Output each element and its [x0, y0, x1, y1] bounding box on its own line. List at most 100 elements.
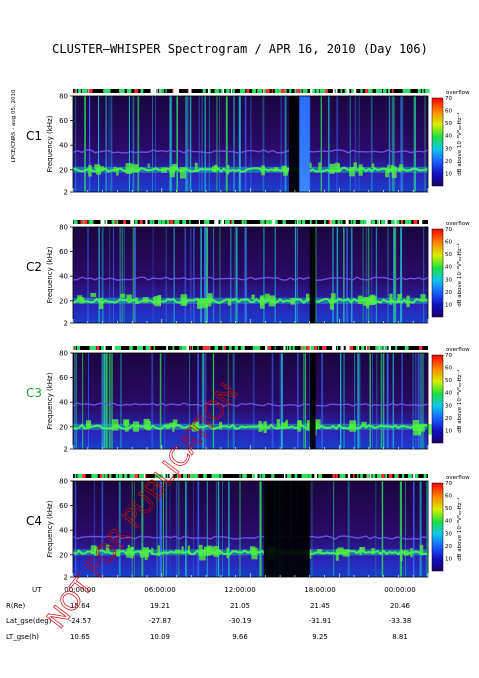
colorbar-tick-label: 20 [445, 416, 452, 422]
broadband-streak [109, 227, 111, 323]
status-segment [330, 220, 332, 224]
status-segment [337, 220, 340, 224]
emission-blob [127, 544, 130, 550]
panel-c2: 2 20 40 60 80 Frequency (kHz) C2 10 20 30 40 50 60 70… [26, 220, 470, 328]
status-segment [381, 220, 385, 224]
broadband-streak [362, 227, 364, 323]
status-segment [254, 474, 258, 478]
status-segment [117, 346, 122, 350]
broadband-streak [227, 353, 229, 449]
status-segment [302, 89, 306, 93]
status-segment [92, 346, 97, 350]
broadband-streak [225, 96, 228, 192]
status-segment [226, 89, 230, 93]
colorbar-tick-label: 10 [445, 171, 452, 177]
broadband-streak [271, 353, 274, 449]
broadband-streak [380, 353, 383, 449]
emission-blob [86, 423, 91, 429]
emission-blob [90, 292, 97, 298]
status-segment [220, 89, 223, 93]
broadband-streak [250, 96, 252, 192]
status-segment [105, 220, 108, 224]
broadband-streak [175, 481, 178, 577]
emission-blob [306, 293, 310, 302]
status-segment [162, 89, 164, 93]
status-segment [74, 89, 76, 93]
broadband-streak [376, 353, 378, 449]
y-tick-label: 60 [59, 248, 68, 256]
status-segment [106, 474, 108, 478]
broadband-streak [101, 481, 104, 577]
status-segment [254, 346, 259, 350]
status-segment [150, 89, 153, 93]
broadband-streak [393, 227, 396, 323]
emission-blob [227, 298, 232, 306]
broadband-streak [184, 227, 187, 323]
broadband-streak [104, 353, 106, 449]
status-segment [158, 220, 162, 224]
broadband-streak [400, 96, 402, 192]
orbit-value: -31.91 [309, 617, 332, 625]
status-segment [172, 346, 175, 350]
status-segment [239, 474, 241, 478]
broadband-streak [263, 227, 265, 323]
broadband-streak [132, 227, 135, 323]
status-segment [106, 89, 111, 93]
emission-blob [203, 298, 208, 309]
colorbar-overflow-label: overflow [446, 221, 470, 227]
broadband-streak [121, 227, 124, 323]
status-segment [115, 474, 119, 478]
status-segment [396, 474, 398, 478]
broadband-streak [108, 353, 111, 449]
status-segment [152, 89, 157, 93]
broadband-streak [159, 481, 161, 577]
broadband-streak [245, 227, 246, 323]
status-segment [229, 346, 232, 350]
status-segment [379, 346, 383, 350]
y-tick-label: 80 [59, 350, 68, 358]
status-segment [252, 89, 256, 93]
status-segment [214, 220, 219, 224]
status-segment [322, 89, 326, 93]
status-segment [345, 346, 350, 350]
colorbar-tick-label: 70 [445, 481, 452, 487]
emission-blob [391, 166, 397, 179]
status-segment [156, 89, 158, 93]
broadband-streak [369, 353, 371, 449]
status-segment [162, 474, 166, 478]
status-segment [166, 346, 168, 350]
status-segment [82, 89, 86, 93]
broadband-streak [280, 96, 283, 192]
status-segment [367, 346, 369, 350]
emission-blob [261, 165, 265, 176]
emission-blob [360, 547, 366, 552]
emission-blob [427, 424, 435, 435]
status-segment [108, 474, 111, 478]
emission-blob [90, 545, 97, 554]
y-tick-label: 2 [64, 320, 68, 328]
status-segment [262, 474, 266, 478]
broadband-streak [88, 353, 89, 449]
status-segment [324, 220, 327, 224]
status-segment [243, 220, 245, 224]
status-segment [378, 89, 382, 93]
broadband-streak [320, 96, 322, 192]
colorbar-tick-label: 20 [445, 290, 452, 296]
spectrogram [72, 481, 429, 577]
broadband-streak [333, 481, 335, 577]
emission-blob [406, 295, 410, 308]
status-segment [366, 220, 369, 224]
status-segment [358, 346, 360, 350]
broadband-streak [370, 96, 373, 192]
broadband-streak [178, 481, 180, 577]
status-segment [266, 220, 270, 224]
colorbar-tick-label: 50 [445, 252, 452, 258]
broadband-streak [74, 481, 77, 577]
colorbar-tick-label: 60 [445, 494, 452, 500]
emission-blob [200, 298, 204, 308]
y-tick-label: 60 [59, 502, 68, 510]
emission-blob [227, 165, 230, 175]
broadband-streak [274, 227, 276, 323]
status-segment [385, 346, 388, 350]
y-tick-label: 20 [59, 423, 68, 431]
